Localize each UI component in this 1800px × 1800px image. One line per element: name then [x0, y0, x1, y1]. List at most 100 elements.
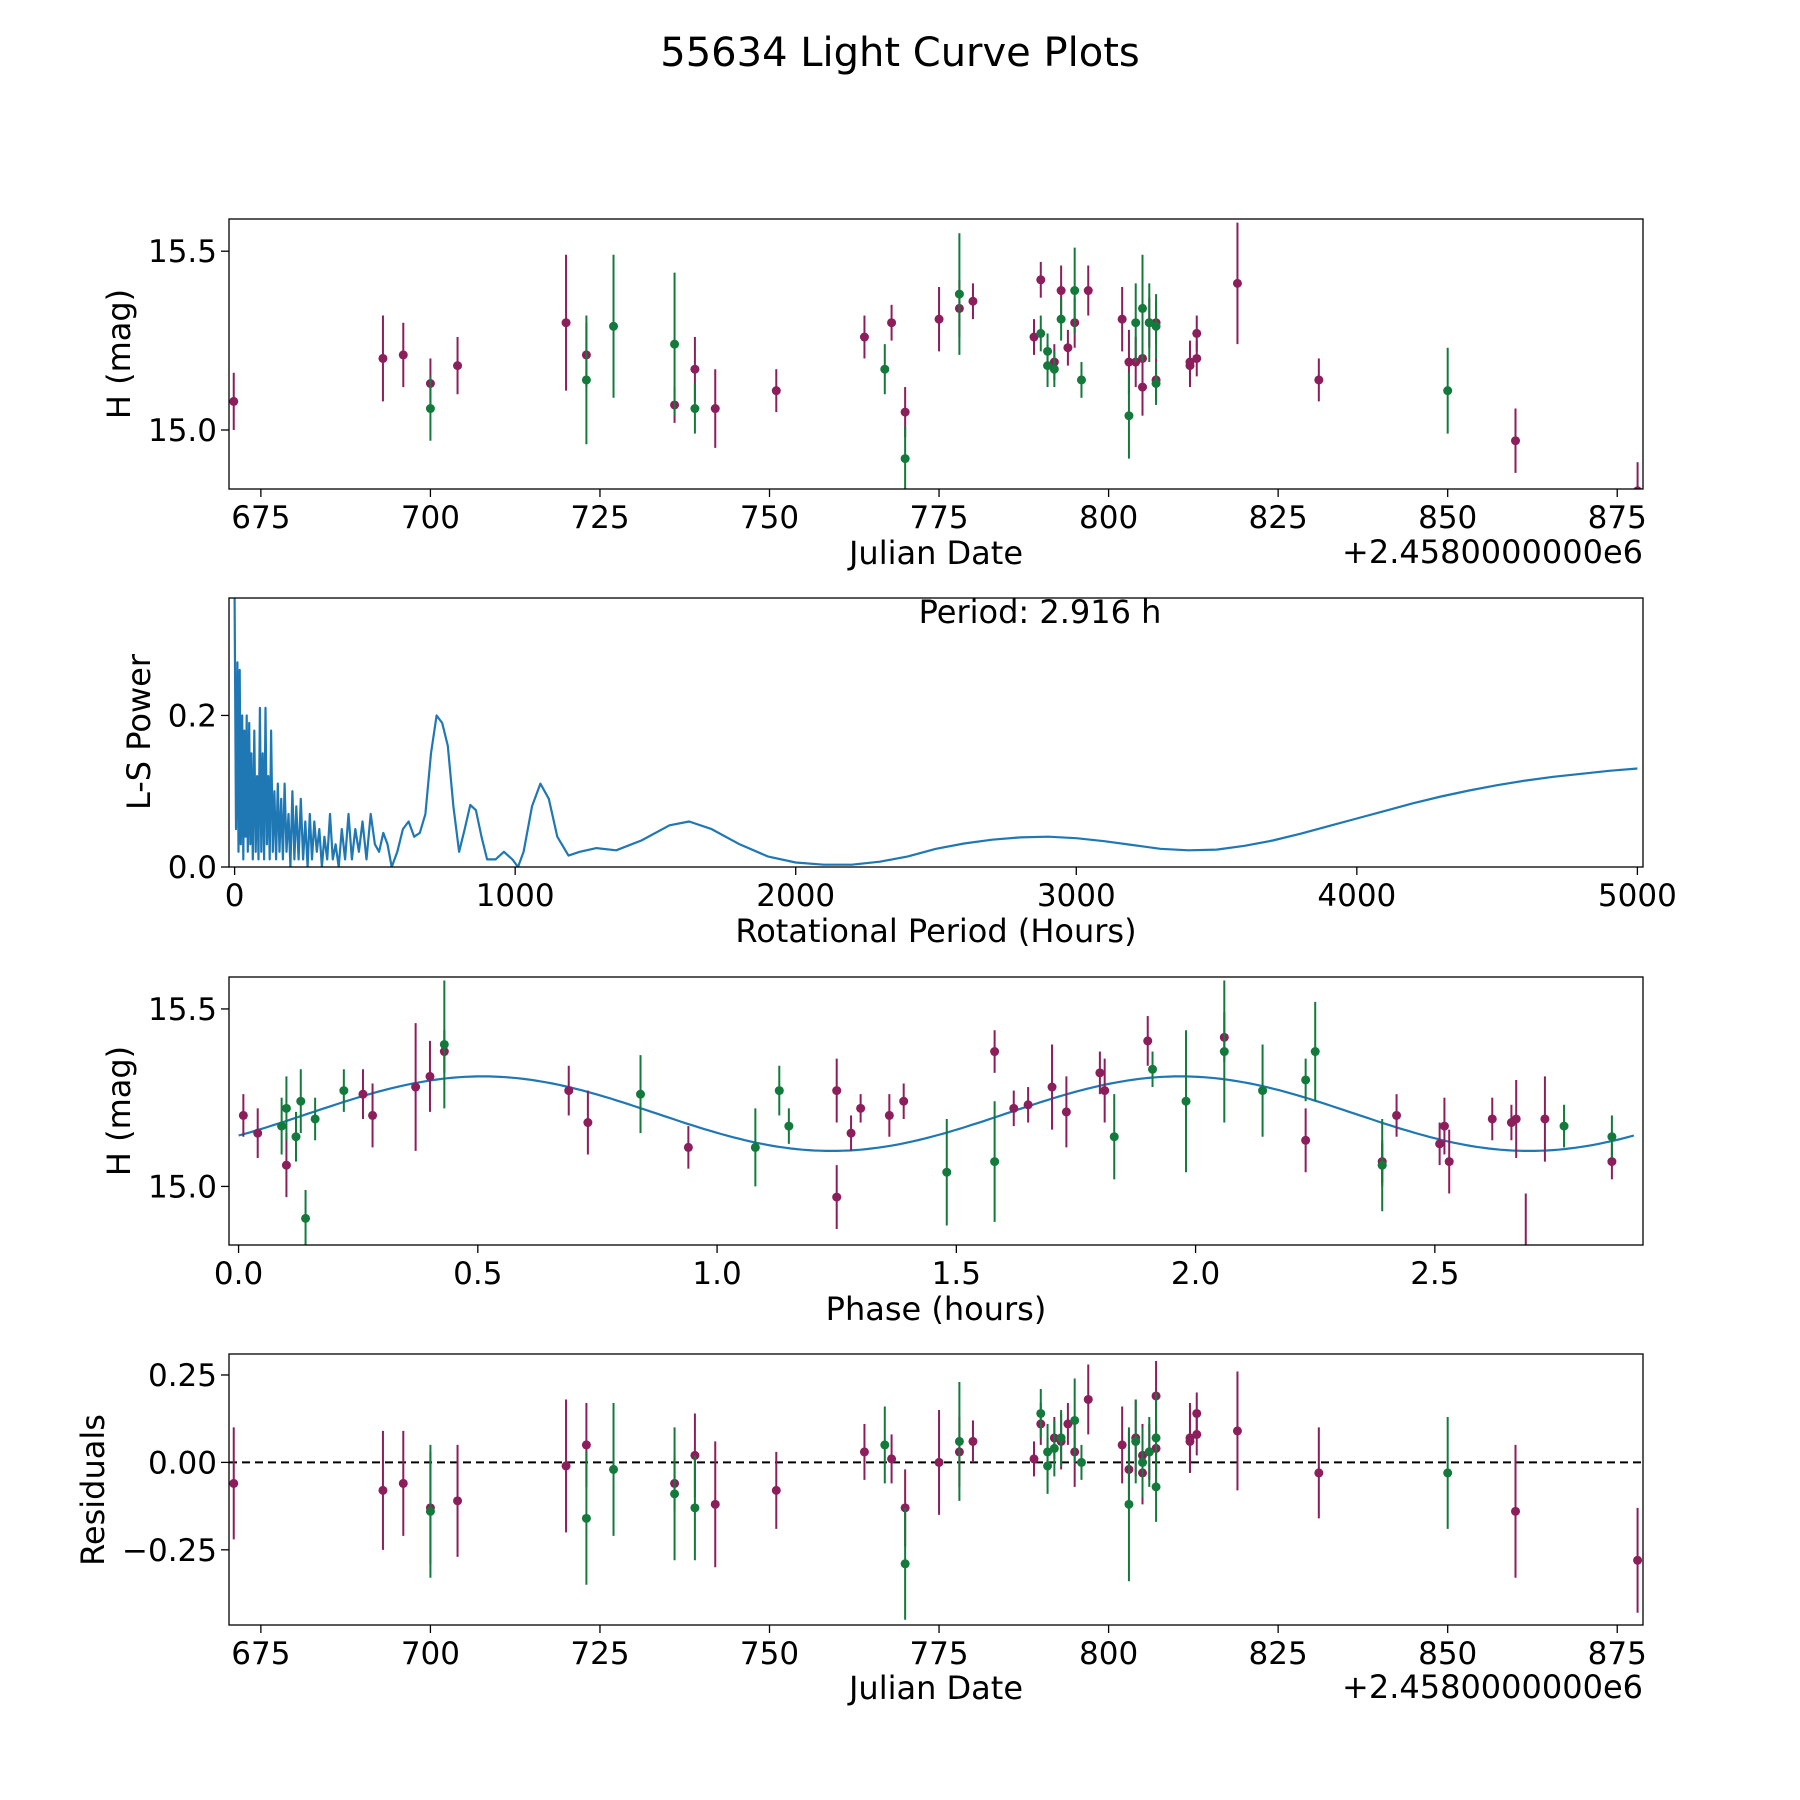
- phased-data-point: [1488, 1114, 1497, 1123]
- periodogram-ytick-label: 0.2: [168, 698, 217, 734]
- phased-data-point: [832, 1086, 841, 1095]
- lightcurve-data-point: [1057, 286, 1066, 295]
- periodogram-xlabel: Rotational Period (Hours): [735, 912, 1136, 950]
- lightcurve-xtick-label: 875: [1588, 500, 1647, 536]
- phased-xtick-label: 0.0: [214, 1256, 263, 1292]
- phased-data-point: [1024, 1100, 1033, 1109]
- lightcurve-data-point: [562, 318, 571, 327]
- lightcurve-data-point: [1633, 486, 1642, 495]
- periodogram-xtick-label: 2000: [756, 878, 835, 914]
- residuals-data-point: [1152, 1482, 1161, 1491]
- periodogram-xtick-label: 1000: [476, 878, 555, 914]
- lightcurve-xtick-label: 700: [401, 500, 460, 536]
- phased-xtick-label: 2.5: [1410, 1256, 1459, 1292]
- residuals-data-point: [1145, 1447, 1154, 1456]
- residuals-data-point: [1057, 1433, 1066, 1442]
- residuals-ytick-label: 0.25: [148, 1358, 217, 1394]
- residuals-data-point: [1443, 1468, 1452, 1477]
- phased-ylabel: H (mag): [100, 1046, 138, 1176]
- periodogram-xtick-label: 3000: [1037, 878, 1116, 914]
- residuals-data-point: [955, 1437, 964, 1446]
- lightcurve-data-point: [670, 340, 679, 349]
- residuals-data-point: [1131, 1437, 1140, 1446]
- phased-data-point: [1148, 1065, 1157, 1074]
- lightcurve-data-point: [1077, 375, 1086, 384]
- residuals-offset-label: +2.4580000000e6: [1342, 1668, 1643, 1706]
- residuals-data-point: [1124, 1500, 1133, 1509]
- phased-ytick-label: 15.0: [148, 1169, 217, 1205]
- lightcurve-data-point: [1192, 354, 1201, 363]
- phased-data-point: [636, 1090, 645, 1099]
- phased-data-point: [1512, 1114, 1521, 1123]
- residuals-data-point: [887, 1454, 896, 1463]
- phased-model-curve: [239, 1076, 1634, 1151]
- lightcurve-data-point: [1070, 286, 1079, 295]
- phased-data-point: [1220, 1047, 1229, 1056]
- periodogram-xtick-label: 5000: [1598, 878, 1677, 914]
- residuals-data-point: [670, 1489, 679, 1498]
- residuals-data-point: [901, 1559, 910, 1568]
- residuals-data-point: [378, 1486, 387, 1495]
- periodogram-ytick-label: 0.0: [168, 850, 217, 886]
- residuals-ytick-label: 0.00: [148, 1445, 217, 1481]
- periodogram-series-line: [235, 598, 1638, 867]
- phased-data-point: [684, 1143, 693, 1152]
- lightcurve-data-point: [1063, 343, 1072, 352]
- phased-data-point: [1182, 1097, 1191, 1106]
- lightcurve-ylabel: H (mag): [100, 289, 138, 419]
- residuals-xlabel: Julian Date: [847, 1669, 1023, 1707]
- periodogram-xtick-label: 4000: [1317, 878, 1396, 914]
- phased-data-point: [1143, 1036, 1152, 1045]
- phased-data-point: [564, 1086, 573, 1095]
- phased-data-point: [1048, 1083, 1057, 1092]
- phased-data-point: [368, 1111, 377, 1120]
- phased-data-point: [311, 1114, 320, 1123]
- phased-data-point: [775, 1086, 784, 1095]
- residuals-data-point: [453, 1496, 462, 1505]
- lightcurve-data-point: [1138, 383, 1147, 392]
- residuals-xtick-label: 850: [1418, 1636, 1477, 1672]
- residuals-data-point: [1070, 1416, 1079, 1425]
- lightcurve-data-point: [880, 365, 889, 374]
- lightcurve-data-point: [690, 404, 699, 413]
- residuals-frame: [229, 1354, 1643, 1625]
- phased-data-point: [1301, 1075, 1310, 1084]
- phased-data-point: [411, 1083, 420, 1092]
- phased-plot-area: 0.0 0.5 1.0 1.5 2.0 2.5 15.0 15.5: [148, 981, 1634, 1308]
- residuals-xtick-label: 800: [1079, 1636, 1138, 1672]
- lightcurve-xtick-label: 675: [231, 500, 290, 536]
- phased-data-point: [583, 1118, 592, 1127]
- phased-data-point: [425, 1072, 434, 1081]
- lightcurve-data-point: [901, 454, 910, 463]
- phased-data-point: [1521, 1246, 1530, 1255]
- phased-data-point: [301, 1214, 310, 1223]
- phased-data-point: [1445, 1157, 1454, 1166]
- lightcurve-data-point: [860, 333, 869, 342]
- lightcurve-data-point: [1084, 286, 1093, 295]
- phased-data-point: [1062, 1107, 1071, 1116]
- residuals-data-point: [1029, 1454, 1038, 1463]
- lightcurve-data-point: [453, 361, 462, 370]
- residuals-data-point: [609, 1465, 618, 1474]
- phased-data-point: [847, 1129, 856, 1138]
- lightcurve-ytick-label: 15.5: [148, 234, 217, 270]
- phased-data-point: [440, 1040, 449, 1049]
- phased-data-point: [277, 1122, 286, 1131]
- phased-frame: [229, 977, 1643, 1245]
- lightcurve-ytick-label: 15.0: [148, 413, 217, 449]
- residuals-data-point: [1511, 1507, 1520, 1516]
- phased-data-point: [990, 1047, 999, 1056]
- residuals-data-point: [1036, 1409, 1045, 1418]
- residuals-ylabel: Residuals: [74, 1414, 112, 1566]
- residuals-data-point: [582, 1440, 591, 1449]
- periodogram-frame: [229, 598, 1643, 867]
- phased-ytick-label: 15.5: [148, 992, 217, 1028]
- residuals-data-point: [582, 1514, 591, 1523]
- residuals-data-point: [1084, 1395, 1093, 1404]
- residuals-data-point: [880, 1440, 889, 1449]
- lightcurve-data-point: [1131, 318, 1140, 327]
- phased-xtick-label: 0.5: [453, 1256, 502, 1292]
- lightcurve-xtick-label: 725: [570, 500, 629, 536]
- residuals-xtick-label: 825: [1249, 1636, 1308, 1672]
- lightcurve-data-point: [1118, 315, 1127, 324]
